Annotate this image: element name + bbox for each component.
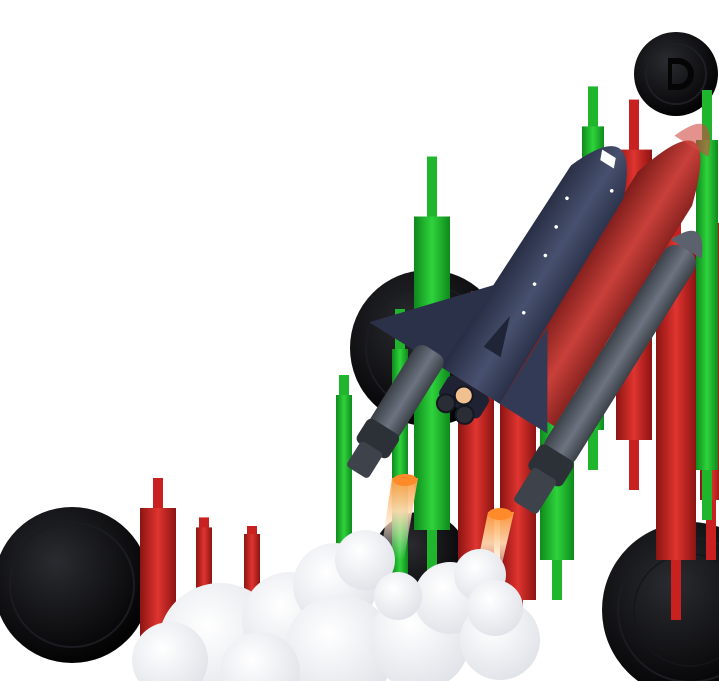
right-booster <box>514 230 703 514</box>
candle-body <box>196 527 212 600</box>
candle-body <box>336 395 352 560</box>
candlestick-green <box>336 375 352 580</box>
candle-body <box>696 140 718 470</box>
smoke-cloud <box>132 530 540 681</box>
candlestick-green <box>696 90 718 520</box>
coin-top-right <box>634 32 718 116</box>
rocket-icon <box>347 123 711 514</box>
candlestick-red <box>196 517 212 610</box>
candlestick-red <box>244 526 260 608</box>
coin-left <box>0 507 150 663</box>
external-fuel-tank <box>500 123 711 427</box>
candle-body <box>244 534 260 600</box>
shuttle-orbiter <box>369 146 627 434</box>
left-booster <box>347 345 444 478</box>
